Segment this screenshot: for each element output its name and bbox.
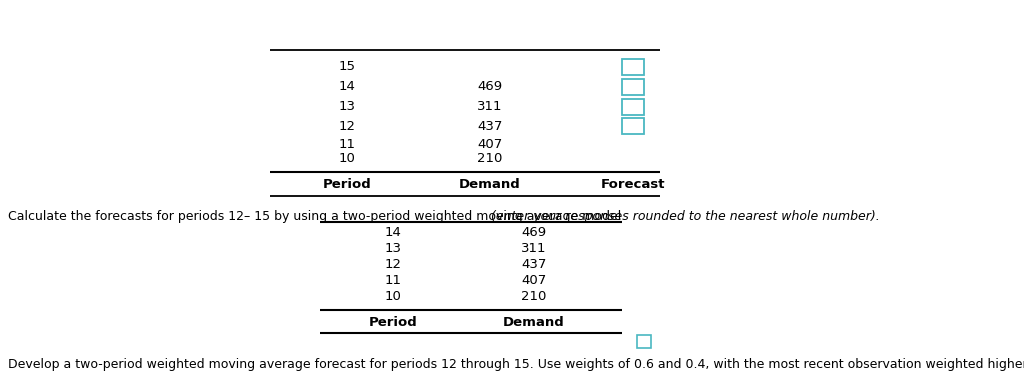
FancyBboxPatch shape bbox=[622, 79, 644, 95]
Text: 14: 14 bbox=[385, 226, 401, 239]
Text: Calculate the forecasts for periods 12– 15 by using a two-period weighted moving: Calculate the forecasts for periods 12– … bbox=[8, 210, 626, 223]
Text: 11: 11 bbox=[384, 273, 401, 286]
Text: 210: 210 bbox=[521, 289, 547, 302]
Text: 407: 407 bbox=[521, 273, 547, 286]
Text: 469: 469 bbox=[521, 226, 547, 239]
Text: 13: 13 bbox=[384, 242, 401, 255]
Text: 437: 437 bbox=[477, 119, 503, 132]
Text: Develop a two-period weighted moving average forecast for periods 12 through 15.: Develop a two-period weighted moving ave… bbox=[8, 358, 1024, 371]
Text: Period: Period bbox=[369, 315, 418, 328]
Text: 437: 437 bbox=[521, 257, 547, 270]
Text: Forecast: Forecast bbox=[601, 177, 666, 190]
Text: 311: 311 bbox=[521, 242, 547, 255]
Text: 407: 407 bbox=[477, 138, 503, 151]
FancyBboxPatch shape bbox=[622, 99, 644, 115]
Text: 10: 10 bbox=[385, 289, 401, 302]
Text: 11: 11 bbox=[339, 138, 355, 151]
Text: 10: 10 bbox=[339, 152, 355, 165]
Text: 469: 469 bbox=[477, 81, 503, 93]
Text: 14: 14 bbox=[339, 81, 355, 93]
FancyBboxPatch shape bbox=[622, 59, 644, 75]
FancyBboxPatch shape bbox=[637, 335, 651, 348]
Text: 210: 210 bbox=[477, 152, 503, 165]
Text: Demand: Demand bbox=[503, 315, 565, 328]
Text: 13: 13 bbox=[339, 101, 355, 114]
Text: Demand: Demand bbox=[459, 177, 521, 190]
Text: Period: Period bbox=[323, 177, 372, 190]
Text: (enter your responses rounded to the nearest whole number).: (enter your responses rounded to the nea… bbox=[490, 210, 880, 223]
Text: 12: 12 bbox=[384, 257, 401, 270]
Text: 15: 15 bbox=[339, 60, 355, 73]
FancyBboxPatch shape bbox=[622, 118, 644, 134]
Text: 12: 12 bbox=[339, 119, 355, 132]
Text: 311: 311 bbox=[477, 101, 503, 114]
